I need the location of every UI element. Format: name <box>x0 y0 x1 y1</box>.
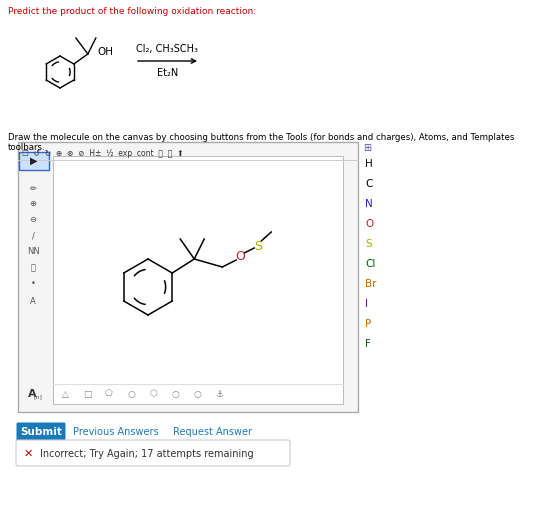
Text: C: C <box>365 179 373 189</box>
Text: P: P <box>365 319 371 329</box>
Text: F: F <box>365 339 371 349</box>
Text: ⊞: ⊞ <box>363 143 371 153</box>
FancyBboxPatch shape <box>17 422 65 442</box>
Text: Draw the molecule on the canvas by choosing buttons from the Tools (for bonds an: Draw the molecule on the canvas by choos… <box>8 133 515 153</box>
Text: ○: ○ <box>193 389 201 399</box>
Text: ○: ○ <box>127 389 135 399</box>
Text: I: I <box>365 299 368 309</box>
Text: NN: NN <box>27 248 39 256</box>
Text: O: O <box>235 251 245 264</box>
Text: ✏: ✏ <box>29 184 36 192</box>
Text: O: O <box>365 219 373 229</box>
Text: ⬛: ⬛ <box>31 264 35 272</box>
Text: Submit: Submit <box>20 427 62 437</box>
Text: ⬡: ⬡ <box>149 389 157 399</box>
Text: △: △ <box>62 389 69 399</box>
Text: ▶: ▶ <box>30 156 38 166</box>
Text: □: □ <box>83 389 91 399</box>
Text: Incorrect; Try Again; 17 attempts remaining: Incorrect; Try Again; 17 attempts remain… <box>40 449 254 459</box>
Text: Previous Answers: Previous Answers <box>73 427 159 437</box>
FancyBboxPatch shape <box>18 142 358 412</box>
FancyBboxPatch shape <box>16 440 290 466</box>
FancyBboxPatch shape <box>19 152 49 170</box>
Text: ⊕: ⊕ <box>29 200 36 208</box>
Text: /: / <box>32 232 34 240</box>
Text: Predict the product of the following oxidation reaction:: Predict the product of the following oxi… <box>8 7 256 16</box>
Text: ○: ○ <box>171 389 179 399</box>
Text: ⚓: ⚓ <box>215 389 223 399</box>
Text: Cl: Cl <box>365 259 375 269</box>
Text: ⬠: ⬠ <box>105 389 113 399</box>
Text: Br: Br <box>365 279 376 289</box>
Text: •: • <box>31 280 35 288</box>
Text: N: N <box>365 199 373 209</box>
Text: [n]: [n] <box>34 394 43 400</box>
Text: A: A <box>28 389 36 399</box>
Text: Cl₂, CH₃SCH₃: Cl₂, CH₃SCH₃ <box>137 44 198 54</box>
FancyBboxPatch shape <box>53 156 343 404</box>
Text: ✕: ✕ <box>23 449 33 459</box>
Text: H: H <box>365 159 373 169</box>
Text: ☐  ↺  ↻  ⊕  ⊗  ⊘  H±  ¹⁄₂  exp  cont  ⓘ  ❓  ⬆: ☐ ↺ ↻ ⊕ ⊗ ⊘ H± ¹⁄₂ exp cont ⓘ ❓ ⬆ <box>22 148 183 158</box>
Text: OH: OH <box>98 47 114 57</box>
Text: A: A <box>30 297 36 307</box>
Text: Request Answer: Request Answer <box>173 427 252 437</box>
Text: Et₂N: Et₂N <box>157 68 178 78</box>
Text: S: S <box>365 239 371 249</box>
Text: S: S <box>254 239 262 252</box>
Text: ⊖: ⊖ <box>29 216 36 224</box>
